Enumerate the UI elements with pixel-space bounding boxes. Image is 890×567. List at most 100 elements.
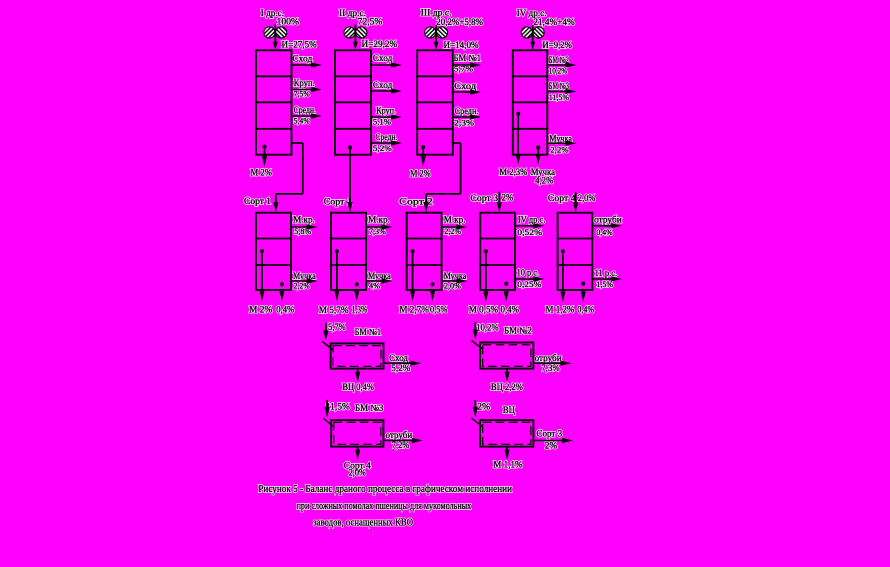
svg-text:Сорт 1: Сорт 1 (324, 197, 352, 207)
svg-text:БМ №3: БМ №3 (355, 403, 384, 413)
svg-text:0,25%: 0,25% (517, 280, 541, 289)
svg-text:0,52%: 0,52% (517, 228, 542, 237)
svg-text:И=29,2%: И=29,2% (362, 39, 398, 49)
svg-text:2%: 2% (502, 192, 514, 202)
svg-text:Средн.: Средн. (455, 106, 479, 116)
svg-text:БМ №3: БМ №3 (355, 403, 384, 413)
svg-text:М 2,7%: М 2,7% (399, 304, 429, 314)
svg-text:И=14,0%: И=14,0% (444, 40, 479, 50)
svg-text:IV др.с.: IV др.с. (517, 8, 547, 18)
svg-text:М.кр.: М.кр. (368, 215, 390, 225)
svg-text:5,2%: 5,2% (373, 144, 392, 153)
svg-text:5,2%: 5,2% (373, 144, 392, 153)
svg-text:11,5%: 11,5% (326, 401, 351, 411)
svg-text:Сход: Сход (454, 81, 477, 91)
svg-text:Мучка: Мучка (531, 167, 555, 177)
svg-text:100%: 100% (277, 16, 300, 26)
svg-text:М 2%: М 2% (410, 169, 431, 179)
svg-text:М 2,3%: М 2,3% (499, 167, 528, 177)
svg-text:Круп.: Круп. (376, 106, 396, 116)
svg-text:5,2%: 5,2% (391, 363, 411, 373)
svg-text:отруби: отруби (535, 353, 562, 363)
svg-text:ВЦ: ВЦ (503, 405, 516, 415)
svg-text:5,7%: 5,7% (454, 65, 473, 74)
svg-text:Мучка: Мучка (293, 271, 316, 281)
svg-text:11,5%: 11,5% (549, 93, 569, 102)
svg-text:М 5,7%: М 5,7% (319, 305, 349, 315)
svg-text:М 2%: М 2% (251, 168, 273, 178)
svg-text:ВЦ 2,2%: ВЦ 2,2% (491, 382, 523, 392)
svg-text:2,2%: 2,2% (294, 282, 310, 291)
svg-text:Сорт 3: Сорт 3 (470, 193, 498, 203)
svg-text:М 2%: М 2% (249, 304, 273, 314)
svg-text:Сорт 4: Сорт 4 (344, 460, 372, 470)
svg-text:ВЦ 2,2%: ВЦ 2,2% (491, 382, 523, 392)
svg-text:при сложных помолах пшеницы дл: при сложных помолах пшеницы для мукомоль… (297, 500, 472, 512)
svg-text:7,3%: 7,3% (541, 363, 560, 373)
svg-text:М.кр.: М.кр. (368, 215, 390, 225)
svg-text:21,4%+4%: 21,4%+4% (533, 17, 575, 27)
svg-text:2%: 2% (502, 192, 514, 202)
svg-text:10,2%: 10,2% (549, 67, 568, 76)
svg-text:10,2%: 10,2% (549, 67, 568, 76)
svg-text:2,0%: 2,0% (444, 282, 461, 291)
svg-text:И=9,2%: И=9,2% (542, 40, 572, 50)
svg-text:5,8%: 5,8% (294, 227, 311, 236)
svg-text:0,4%: 0,4% (596, 228, 612, 237)
svg-text:при сложных помолах пшеницы дл: при сложных помолах пшеницы для мукомоль… (297, 500, 472, 512)
svg-text:2,3%: 2,3% (454, 118, 474, 127)
svg-text:М 1,1%: М 1,1% (493, 460, 523, 470)
svg-text:И=9,2%: И=9,2% (542, 40, 572, 50)
svg-text:БМ №1: БМ №1 (355, 327, 382, 337)
svg-text:отруби: отруби (386, 430, 413, 440)
svg-text:Сорт 2: Сорт 2 (399, 197, 433, 207)
svg-text:М.кр.: М.кр. (293, 215, 315, 225)
svg-text:II др.с.: II др.с. (339, 8, 366, 18)
svg-text:Мучка: Мучка (368, 271, 391, 281)
svg-text:Сорт 1: Сорт 1 (244, 196, 271, 206)
svg-text:М 2,7%: М 2,7% (399, 304, 429, 314)
svg-text:4%: 4% (369, 282, 380, 291)
svg-text:М 0,5%: М 0,5% (469, 304, 499, 314)
svg-text:И=14,0%: И=14,0% (444, 40, 479, 50)
svg-text:0,4%: 0,4% (501, 304, 520, 314)
svg-text:2,2%: 2,2% (294, 282, 310, 291)
svg-text:11 р.с.: 11 р.с. (595, 268, 618, 278)
svg-text:0,4%: 0,4% (276, 304, 295, 314)
svg-text:11 р.с.: 11 р.с. (595, 268, 618, 278)
svg-text:Сход: Сход (373, 53, 393, 63)
svg-text:4,2%: 4,2% (535, 176, 554, 186)
svg-text:10,2%: 10,2% (476, 323, 499, 333)
svg-text:Средн.: Средн. (375, 132, 397, 142)
svg-text:Сорт 4: Сорт 4 (344, 460, 372, 470)
svg-text:Сорт 3: Сорт 3 (470, 193, 498, 203)
svg-text:БМ №2: БМ №2 (504, 326, 532, 336)
svg-text:2,0%: 2,0% (578, 193, 596, 203)
svg-text:Сорт 3: Сорт 3 (536, 429, 562, 439)
svg-text:БМ №3: БМ №3 (549, 81, 570, 91)
svg-text:0,4%: 0,4% (276, 304, 295, 314)
svg-text:7,3%: 7,3% (369, 227, 386, 236)
svg-text:1,5%: 1,5% (596, 280, 613, 289)
svg-text:И=27,5%: И=27,5% (282, 39, 318, 49)
svg-text:10 р.с.: 10 р.с. (517, 268, 540, 278)
svg-text:11,5%: 11,5% (549, 93, 569, 102)
svg-text:М 1,1%: М 1,1% (493, 460, 523, 470)
svg-text:Сорт 2: Сорт 2 (399, 197, 433, 207)
svg-text:5,7%: 5,7% (454, 65, 473, 74)
svg-text:2%: 2% (477, 402, 491, 412)
svg-text:5,1%: 5,1% (373, 118, 391, 127)
svg-text:М 2%: М 2% (251, 168, 273, 178)
svg-text:Средн.: Средн. (294, 105, 316, 115)
svg-text:0,4%: 0,4% (596, 228, 612, 237)
svg-text:Мучка: Мучка (549, 133, 572, 143)
svg-text:Сход: Сход (373, 80, 393, 90)
svg-text:Круп.: Круп. (376, 106, 396, 116)
svg-text:2%: 2% (545, 441, 558, 451)
svg-text:ВЦ 0,4%: ВЦ 0,4% (342, 382, 374, 392)
svg-text:5,8%: 5,8% (294, 227, 311, 236)
svg-text:Сорт 3: Сорт 3 (536, 429, 562, 439)
svg-text:Средн.: Средн. (294, 105, 316, 115)
svg-text:10 р.с.: 10 р.с. (517, 268, 540, 278)
svg-text:М 2%: М 2% (410, 169, 431, 179)
